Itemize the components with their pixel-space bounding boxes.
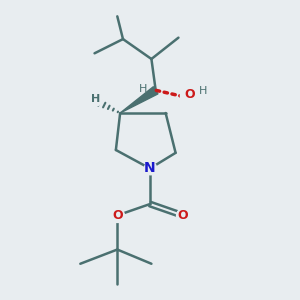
Text: H: H bbox=[139, 84, 147, 94]
Text: H: H bbox=[199, 86, 208, 96]
Text: O: O bbox=[184, 88, 195, 101]
Text: O: O bbox=[112, 209, 123, 222]
Text: H: H bbox=[91, 94, 101, 104]
Text: N: N bbox=[144, 161, 156, 176]
Text: O: O bbox=[177, 209, 188, 222]
Polygon shape bbox=[120, 87, 158, 113]
